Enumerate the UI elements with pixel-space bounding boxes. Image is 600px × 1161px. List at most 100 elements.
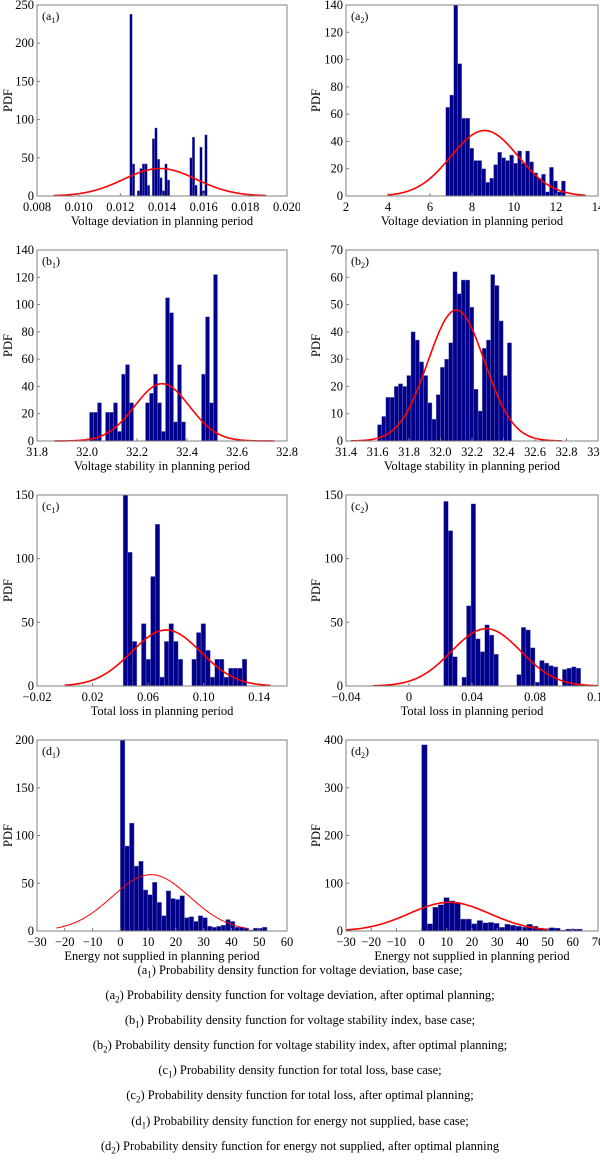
histogram-bar [143,889,149,932]
y-tick-label: 150 [15,74,34,88]
histogram-bar [205,316,210,442]
histogram-bar [156,902,162,932]
x-tick-label: 31.6 [367,445,389,459]
histogram-bar [457,63,462,197]
x-tick-label: 0.008 [23,200,51,214]
histogram-bar [513,163,518,197]
x-tick-label: 32.8 [556,445,578,459]
histogram-bar [469,148,474,197]
y-tick-label: 200 [15,36,34,50]
histogram-bar [213,274,218,442]
y-tick-label: 80 [22,325,35,339]
histogram-bar [541,173,546,197]
y-tick-label: 70 [331,245,344,257]
histogram-bar [487,922,494,932]
x-tick-label: 0 [418,935,424,949]
y-tick-label: 20 [331,162,344,176]
histogram-bars [122,494,248,687]
panel-label: (a2) [351,9,368,25]
x-axis-label: Total loss in planning period [91,704,235,718]
y-tick-label: 200 [15,735,34,747]
y-tick-label: 100 [324,552,343,566]
histogram-bar [133,865,139,932]
histogram-bar [456,293,462,442]
histogram-bar [515,926,522,932]
histogram-bar [452,271,458,442]
histogram-bar [497,152,502,197]
x-tick-label: 50 [541,935,554,949]
histogram-bar [444,358,449,442]
histogram-bar [184,917,190,932]
histogram-bar [152,882,158,932]
histogram-bar [137,190,140,197]
histogram-bar [410,331,416,442]
y-axis-label: PDF [309,334,323,357]
histogram-bar [113,402,118,442]
histogram-bar [453,4,458,197]
x-tick-label: −30 [336,935,356,949]
chart-b1: 31.8 32.0 32.2 32.4 32.6 32.8 0 20 40 60 80 100 120 1… [1,245,298,473]
x-tick-label: 30 [491,935,504,949]
x-tick-label: −30 [27,935,47,949]
x-tick-label: 0.016 [190,200,218,214]
x-axis-label: Energy not supplied in planning period [64,949,260,963]
histogram-bar [545,191,550,197]
histogram-bar [201,373,206,442]
histogram-bar [440,367,445,442]
histogram-bars [421,744,583,932]
caption-b1: (b1) Probability density function for vo… [124,1013,476,1030]
histogram-bar [147,894,153,932]
histogram-bar [426,923,433,932]
histogram-bar [193,921,199,932]
histogram-bar [168,623,174,687]
x-tick-label: 32.0 [76,445,98,459]
histogram-bar [177,364,182,442]
panel-label: (c1) [42,499,59,515]
y-tick-label: 140 [324,0,343,12]
y-axis-label: PDF [1,579,15,602]
histogram-bar [432,906,439,932]
panel-d2: −30 −20 −10 0 10 20 30 40 50 60 70 0 100 200 300 400 Ene… [300,735,600,980]
histogram-bar [553,666,559,687]
x-tick-label: 4 [385,200,392,214]
histogram-bar [449,94,454,197]
x-tick-label: 0.02 [82,690,104,704]
y-axis-label: PDF [1,334,15,357]
y-tick-label: 100 [324,876,343,890]
histogram-bar [521,163,526,197]
x-tick-label: 0.010 [65,200,93,214]
y-tick-label: 50 [22,151,35,165]
histogram-bar [505,160,510,197]
histogram-bar [435,394,441,442]
x-tick-label: 14 [592,200,600,214]
x-axis-label: Voltage deviation in planning period [71,214,254,228]
histogram-bar [216,926,222,932]
histogram-bar [167,179,170,197]
x-tick-label: 31.4 [335,445,358,459]
histogram-bar [421,744,428,932]
histogram-bar [124,845,130,932]
histogram-bar [214,659,220,687]
histogram-bar [473,160,478,197]
y-tick-label: 50 [331,298,344,312]
x-tick-label: 0 [406,690,412,704]
y-tick-label: 120 [15,270,34,284]
caption-b2: (b2) Probability density function for vo… [92,1038,508,1055]
histogram-bar [219,659,225,687]
x-tick-label: 12 [550,200,563,214]
y-tick-label: 0 [28,434,34,448]
histogram-bar [220,925,226,932]
histogram-bar [498,320,504,442]
histogram-bar [477,160,482,197]
histogram-bar [207,926,213,932]
x-axis-label: Voltage stability in planning period [74,459,251,473]
histogram-bar [142,163,145,197]
normal-fit-curve [387,129,586,197]
histogram-bar [431,418,437,442]
x-tick-label: 6 [427,200,433,214]
x-tick-label: 32.6 [524,445,546,459]
y-tick-label: 0 [337,679,343,693]
y-tick-label: 0 [28,679,34,693]
